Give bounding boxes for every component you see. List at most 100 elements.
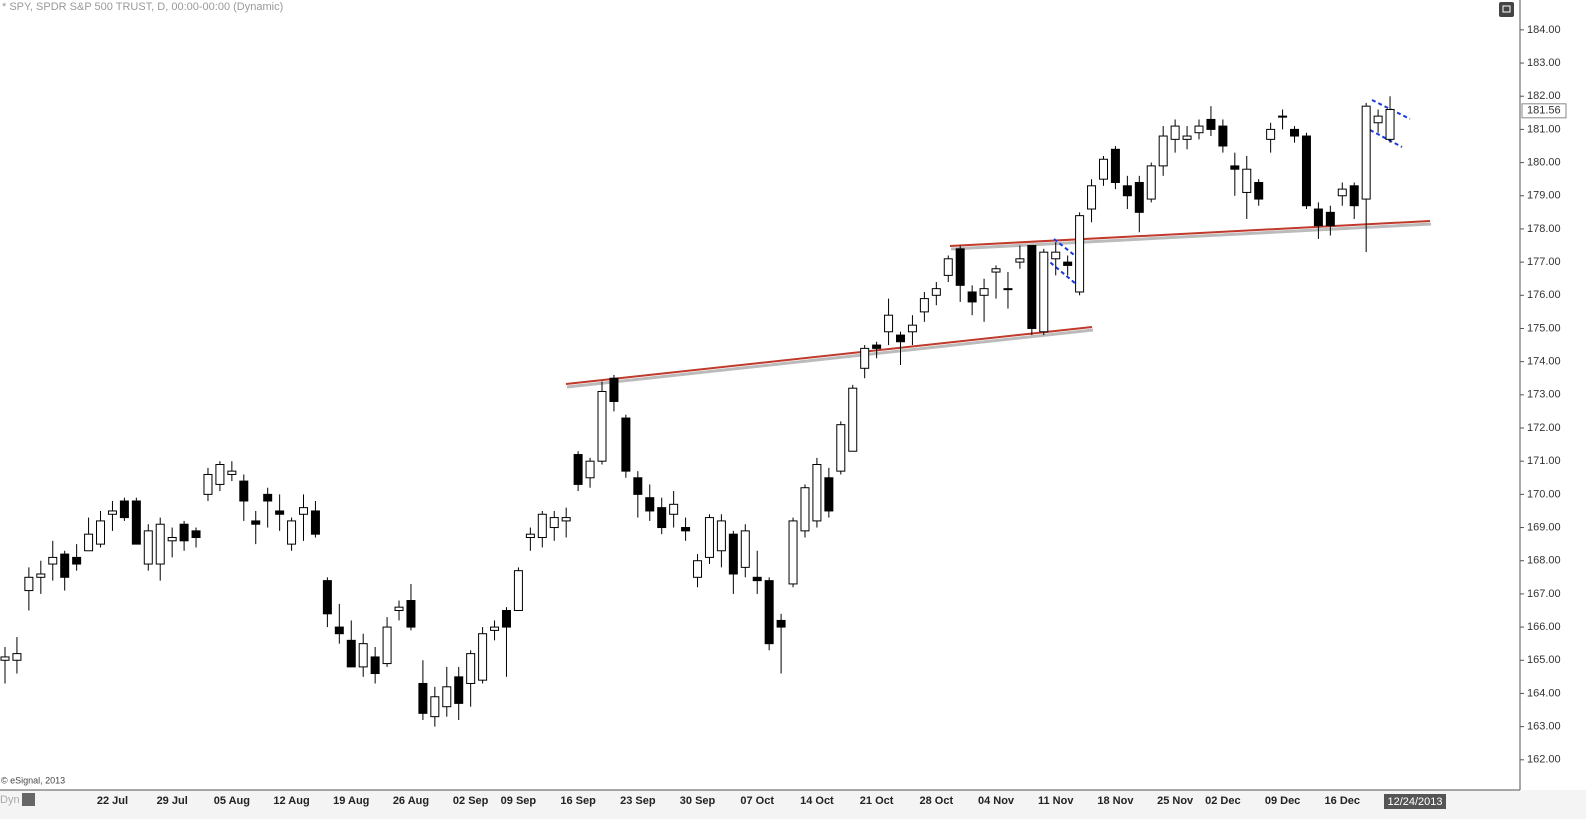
- candle-body: [1230, 165, 1240, 170]
- y-tick-label: 171.00: [1527, 455, 1561, 467]
- trendline-shadow: [950, 222, 1432, 251]
- candle-body: [1039, 251, 1049, 333]
- y-tick-label: 172.00: [1527, 422, 1561, 434]
- candle-body: [1182, 135, 1192, 140]
- candle-body: [896, 334, 905, 343]
- candle-body: [1027, 245, 1037, 329]
- candle-body: [657, 507, 667, 529]
- candle-body: [573, 454, 583, 485]
- cursor-date-box: [1384, 794, 1446, 809]
- x-tick-label: 05 Aug: [214, 795, 250, 807]
- y-tick-label: 173.00: [1527, 389, 1561, 401]
- candle-body: [48, 556, 58, 565]
- x-tick-label: 14 Oct: [800, 795, 834, 807]
- candle-body: [1063, 261, 1073, 266]
- x-tick-label: 02 Dec: [1205, 795, 1240, 807]
- candle-body: [740, 530, 750, 568]
- candle-body: [752, 576, 762, 582]
- candle-body: [442, 686, 452, 708]
- candle-body: [860, 347, 870, 369]
- last-price-box: [1521, 103, 1567, 119]
- candle-body: [358, 643, 368, 668]
- candle-body: [215, 464, 225, 485]
- candle-body: [704, 517, 714, 558]
- candle-body: [227, 470, 237, 475]
- y-tick-label: 168.00: [1527, 555, 1561, 567]
- y-tick-label: 179.00: [1527, 190, 1561, 202]
- candle-body: [1290, 128, 1300, 137]
- x-tick-label: 12 Aug: [273, 795, 309, 807]
- candle-body: [251, 520, 261, 525]
- x-tick-label: 19 Aug: [333, 795, 369, 807]
- y-tick-label: 162.00: [1527, 754, 1561, 766]
- candle-body: [322, 580, 332, 615]
- candle-body: [179, 523, 189, 542]
- candle-body: [370, 656, 380, 675]
- candle-body: [466, 653, 476, 684]
- candle-body: [776, 619, 786, 628]
- trendline: [565, 326, 1093, 385]
- candle-body: [96, 520, 106, 545]
- candle-body: [1218, 125, 1228, 147]
- chart-title: * SPY, SPDR S&P 500 TRUST, D, 00:00-00:0…: [2, 1, 283, 13]
- candle-body: [716, 520, 726, 552]
- y-tick-label: 169.00: [1527, 521, 1561, 533]
- candle-body: [525, 533, 535, 538]
- y-tick-label: 165.00: [1527, 654, 1561, 666]
- y-tick-label: 182.00: [1527, 90, 1561, 102]
- candle-body: [561, 517, 571, 522]
- candle-body: [681, 527, 691, 532]
- candle-body: [334, 626, 344, 635]
- candle-body: [1325, 211, 1335, 227]
- candle-body: [812, 464, 822, 522]
- cursor-date: 12/24/2013: [1387, 796, 1442, 808]
- candle-body: [907, 324, 917, 333]
- candle-body: [454, 676, 464, 704]
- candle-body: [12, 653, 22, 661]
- candle-body: [824, 477, 834, 512]
- candle-body: [299, 507, 308, 515]
- x-tick-label: 21 Oct: [860, 795, 894, 807]
- x-tick-label: 22 Jul: [97, 795, 128, 807]
- x-tick-label: 29 Jul: [157, 795, 188, 807]
- mode-icon[interactable]: [22, 793, 35, 806]
- candle-body: [191, 530, 201, 538]
- candle-body: [1146, 165, 1156, 200]
- x-tick-label: 02 Sep: [453, 795, 489, 807]
- candle-body: [728, 533, 738, 575]
- y-tick-label: 177.00: [1527, 256, 1561, 268]
- candle-body: [1349, 185, 1359, 207]
- y-tick-label: 178.00: [1527, 223, 1561, 235]
- y-tick-label: 170.00: [1527, 488, 1561, 500]
- candle-body: [1373, 115, 1383, 124]
- candle-body: [287, 520, 297, 545]
- candle-body: [979, 288, 989, 296]
- x-tick-label: 04 Nov: [978, 795, 1015, 807]
- candle-body: [549, 517, 559, 529]
- candle-body: [263, 493, 273, 502]
- y-tick-label: 180.00: [1527, 156, 1561, 168]
- x-tick-label: 09 Dec: [1265, 795, 1300, 807]
- candle-body: [955, 248, 965, 286]
- candle-body: [1266, 128, 1276, 140]
- candle-body: [597, 391, 607, 462]
- candle-body: [36, 573, 46, 578]
- x-tick-label: 16 Dec: [1325, 795, 1360, 807]
- y-tick-label: 175.00: [1527, 322, 1561, 334]
- candle-body: [800, 487, 810, 532]
- x-tick-label: 09 Sep: [501, 795, 537, 807]
- channel-line: [1369, 129, 1403, 148]
- candle-body: [1301, 135, 1311, 207]
- x-tick-label: 25 Nov: [1157, 795, 1194, 807]
- trendline-shadow: [566, 328, 1094, 389]
- candle-body: [919, 298, 929, 313]
- candle-body: [872, 344, 882, 349]
- candle-body: [609, 377, 619, 402]
- x-tick-label: 18 Nov: [1097, 795, 1134, 807]
- y-tick-label: 163.00: [1527, 721, 1561, 733]
- y-tick-label: 166.00: [1527, 621, 1561, 633]
- window-button[interactable]: [1499, 2, 1514, 17]
- candle-body: [143, 530, 153, 565]
